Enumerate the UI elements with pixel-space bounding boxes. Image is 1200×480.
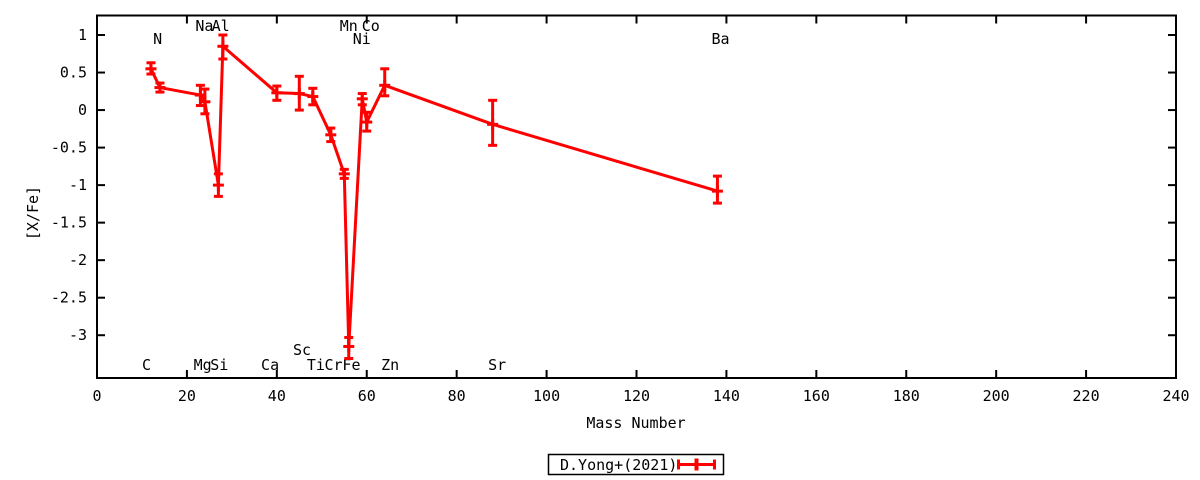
data-point-Ni	[361, 110, 373, 133]
element-label-Mg: Mg	[194, 356, 212, 374]
element-label-Co: Co	[362, 17, 380, 35]
element-label-Ba: Ba	[712, 30, 730, 48]
element-label-Al: Al	[212, 17, 230, 35]
data-point-Mg	[199, 87, 211, 116]
data-point-Ti	[307, 86, 319, 107]
x-tick-label-200: 200	[983, 387, 1010, 405]
element-label-Ti: Ti	[307, 356, 325, 374]
legend-sample	[677, 458, 716, 471]
x-axis-title: Mass Number	[586, 414, 685, 432]
x-tick-label-100: 100	[533, 387, 560, 405]
data-point-Ba	[711, 174, 723, 205]
element-label-Ca: Ca	[261, 356, 279, 374]
x-tick-label-140: 140	[713, 387, 740, 405]
legend-label: D.Yong+(2021)	[560, 456, 677, 474]
x-tick-label-240: 240	[1162, 387, 1189, 405]
x-tick-label-120: 120	[623, 387, 650, 405]
element-label-Sr: Sr	[488, 356, 506, 374]
element-label-Na: Na	[195, 17, 213, 35]
x-tick-label-160: 160	[803, 387, 830, 405]
data-point-Fe	[343, 335, 355, 360]
data-point-N	[154, 81, 166, 94]
y-tick-label--1.5: -1.5	[51, 214, 87, 232]
data-point-Al	[212, 172, 224, 198]
data-point-Ca	[271, 84, 283, 102]
element-label-Zn: Zn	[381, 356, 399, 374]
axes-layer: 0 20 40 60 80 100 120 140 160 180 200 220 240 1 0.5 0 -0…	[51, 14, 1190, 405]
x-tick-label-0: 0	[92, 387, 101, 405]
x-tick-label-40: 40	[268, 387, 286, 405]
plot-frame	[96, 14, 1177, 379]
series-line	[149, 44, 718, 348]
element-label-Mn: Mn	[340, 17, 358, 35]
element-label-Sc: Sc	[293, 341, 311, 359]
y-tick-label--2: -2	[69, 251, 87, 269]
y-tick-label-0.5: 0.5	[60, 64, 87, 82]
element-label-Si: Si	[210, 356, 228, 374]
series-layer	[145, 33, 723, 360]
y-tick-label--1: -1	[69, 176, 87, 194]
element-label-C: C	[142, 356, 151, 374]
data-point-Sr	[487, 98, 499, 147]
y-tick-label--3: -3	[69, 326, 87, 344]
data-point-Cr	[325, 126, 337, 144]
y-tick-label--2.5: -2.5	[51, 289, 87, 307]
y-tick-label-0: 0	[78, 101, 87, 119]
element-label-Cr: Cr	[324, 356, 342, 374]
data-point-Si	[217, 33, 229, 61]
data-point-Mn	[338, 167, 350, 180]
x-tick-label-180: 180	[893, 387, 920, 405]
legend: D.Yong+(2021)	[547, 453, 725, 476]
x-tick-label-80: 80	[448, 387, 466, 405]
data-point-Co	[356, 92, 368, 107]
y-axis-title: [X/Fe]	[24, 186, 42, 240]
element-label-Ni: Ni	[353, 30, 371, 48]
data-point-Zn	[379, 67, 391, 98]
data-point-C	[145, 61, 157, 76]
y-tick-label--0.5: -0.5	[51, 139, 87, 157]
x-tick-label-220: 220	[1073, 387, 1100, 405]
x-tick-label-60: 60	[358, 387, 376, 405]
x-tick-label-20: 20	[178, 387, 196, 405]
element-label-Fe: Fe	[342, 356, 360, 374]
y-tick-label-1: 1	[78, 26, 87, 44]
element-label-N: N	[153, 30, 162, 48]
data-point-Sc	[293, 74, 305, 112]
